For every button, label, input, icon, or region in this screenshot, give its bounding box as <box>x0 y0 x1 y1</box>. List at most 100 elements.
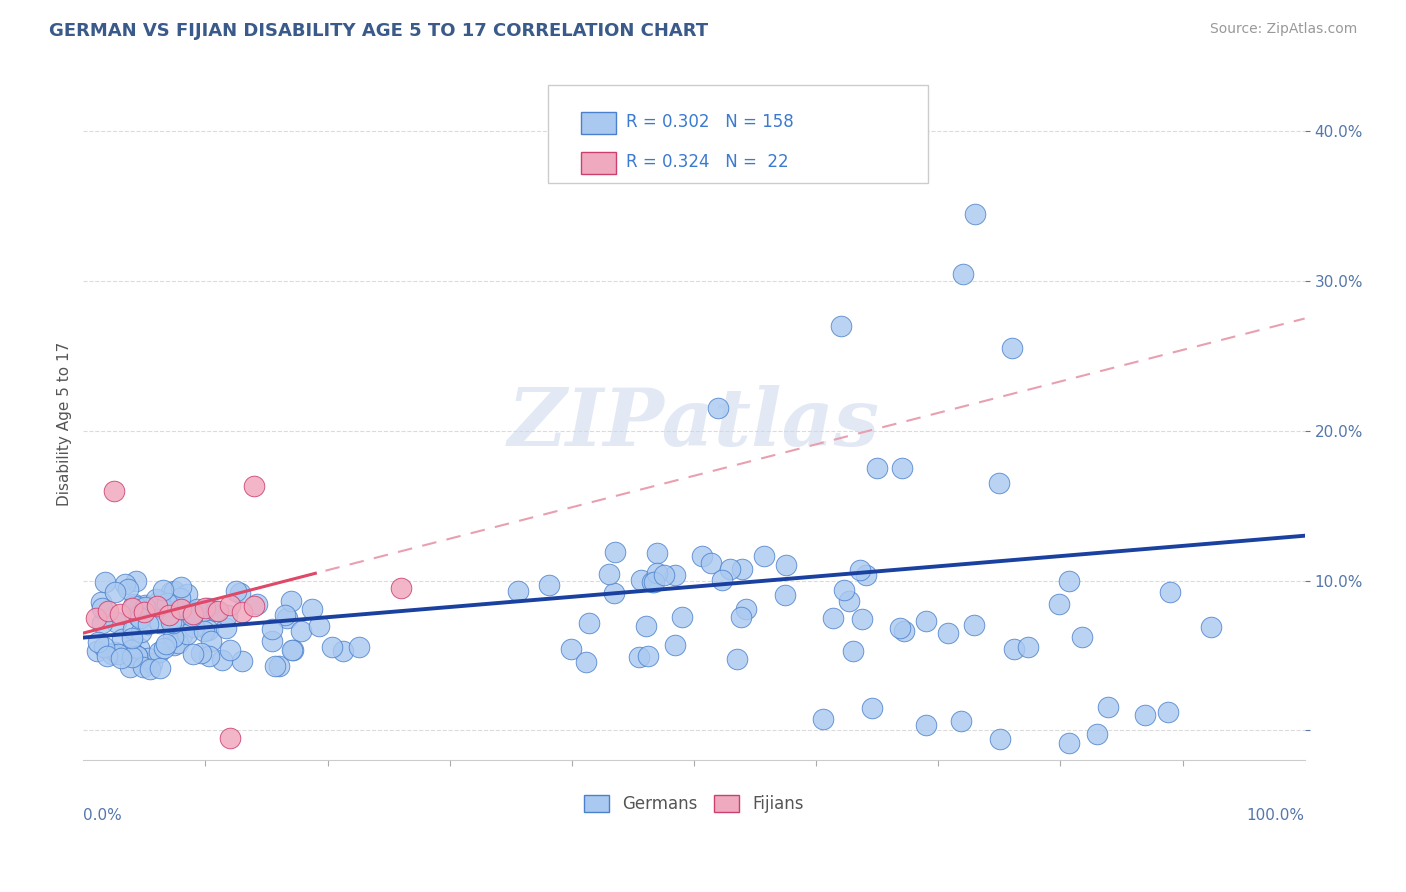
Point <box>605 545 627 559</box>
Point <box>838 594 860 608</box>
Point <box>321 640 343 654</box>
Point <box>218 643 240 657</box>
Point <box>156 596 179 610</box>
Point <box>1135 708 1157 723</box>
Point <box>963 207 986 221</box>
Point <box>643 575 665 590</box>
Point <box>136 650 159 665</box>
Point <box>159 615 181 630</box>
Point <box>186 602 208 616</box>
Point <box>190 646 212 660</box>
Point <box>121 649 143 664</box>
Point <box>162 630 184 644</box>
Point <box>155 637 177 651</box>
Point <box>1159 584 1181 599</box>
Point <box>194 600 217 615</box>
Point <box>1017 640 1039 654</box>
Point <box>842 644 865 658</box>
Point <box>830 318 852 333</box>
Point <box>198 648 221 663</box>
Point <box>101 648 124 662</box>
Point <box>260 622 283 636</box>
Point <box>290 624 312 638</box>
Point <box>645 546 668 560</box>
Point <box>91 600 114 615</box>
Point <box>1057 736 1080 750</box>
Point <box>134 599 156 614</box>
Point <box>141 657 163 671</box>
Point <box>1002 642 1025 657</box>
Point <box>183 647 205 661</box>
Point <box>560 642 582 657</box>
Point <box>537 578 560 592</box>
Point <box>104 645 127 659</box>
Point <box>148 593 170 607</box>
Point <box>832 582 855 597</box>
Point <box>218 731 240 745</box>
Point <box>181 605 204 619</box>
Point <box>122 597 145 611</box>
Point <box>506 584 529 599</box>
Point <box>104 615 127 629</box>
Point <box>104 585 127 599</box>
Point <box>664 568 686 582</box>
Point <box>711 573 734 587</box>
Point <box>169 591 191 606</box>
Point <box>274 608 297 623</box>
Point <box>725 652 748 666</box>
Point <box>84 611 107 625</box>
Y-axis label: Disability Age 5 to 17: Disability Age 5 to 17 <box>58 342 72 506</box>
Point <box>170 603 193 617</box>
Point <box>90 615 112 630</box>
Point <box>170 580 193 594</box>
Point <box>823 611 845 625</box>
Point <box>93 640 115 655</box>
Point <box>890 461 912 475</box>
Point <box>637 648 659 663</box>
Point <box>664 639 686 653</box>
Point <box>949 714 972 729</box>
Point <box>1057 574 1080 589</box>
Point <box>773 588 796 602</box>
Point <box>86 644 108 658</box>
Point <box>598 567 620 582</box>
Point <box>578 616 600 631</box>
Point <box>170 602 193 616</box>
Point <box>160 585 183 599</box>
Point <box>181 608 204 623</box>
Legend: Germans, Fijians: Germans, Fijians <box>578 788 811 820</box>
Point <box>700 556 723 570</box>
Point <box>136 616 159 631</box>
Point <box>193 624 215 638</box>
Point <box>167 636 190 650</box>
Point <box>122 622 145 636</box>
Point <box>127 608 149 623</box>
Point <box>96 648 118 663</box>
Point <box>692 549 714 563</box>
Point <box>752 549 775 563</box>
Point <box>811 712 834 726</box>
Point <box>731 562 754 576</box>
Point <box>281 643 304 657</box>
Point <box>652 567 675 582</box>
Point <box>114 576 136 591</box>
Point <box>218 598 240 612</box>
Point <box>280 593 302 607</box>
Point <box>952 267 974 281</box>
Point <box>136 599 159 614</box>
Point <box>301 602 323 616</box>
Point <box>575 655 598 669</box>
Point <box>1085 726 1108 740</box>
Point <box>129 625 152 640</box>
Point <box>131 660 153 674</box>
Point <box>111 632 134 647</box>
Point <box>775 558 797 572</box>
Point <box>243 599 266 614</box>
Point <box>603 586 626 600</box>
Text: 100.0%: 100.0% <box>1247 807 1305 822</box>
Point <box>139 662 162 676</box>
Point <box>183 620 205 634</box>
Point <box>215 621 238 635</box>
Point <box>127 602 149 616</box>
Point <box>730 610 752 624</box>
